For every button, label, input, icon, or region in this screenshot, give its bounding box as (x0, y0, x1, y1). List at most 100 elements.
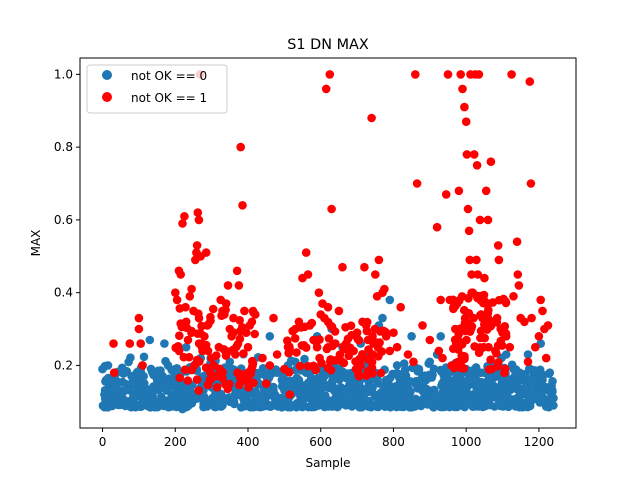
x-tick-label: 1000 (451, 435, 482, 449)
data-point-not-ok-1 (295, 361, 305, 371)
data-point-not-ok-0 (498, 390, 507, 399)
data-point-not-ok-1 (180, 212, 189, 221)
data-point-not-ok-0 (211, 402, 220, 412)
data-point-not-ok-1 (507, 70, 516, 79)
data-point-not-ok-1 (500, 322, 510, 331)
data-point-not-ok-0 (145, 335, 155, 345)
data-point-not-ok-1 (374, 255, 384, 265)
data-point-not-ok-0 (297, 383, 307, 393)
data-point-not-ok-0 (211, 390, 220, 399)
data-point-not-ok-0 (447, 393, 456, 403)
data-point-not-ok-1 (311, 365, 321, 375)
data-point-not-ok-1 (217, 370, 226, 380)
data-point-not-ok-1 (232, 266, 242, 276)
data-point-not-ok-1 (363, 367, 373, 376)
data-point-not-ok-0 (523, 397, 532, 406)
data-point-not-ok-1 (194, 215, 204, 225)
data-point-not-ok-0 (123, 401, 133, 410)
data-point-not-ok-0 (423, 400, 432, 409)
data-point-not-ok-1 (472, 161, 482, 170)
data-point-not-ok-1 (494, 358, 503, 367)
data-point-not-ok-0 (512, 393, 522, 403)
data-point-not-ok-0 (160, 339, 169, 348)
data-point-not-ok-1 (360, 262, 369, 272)
data-point-not-ok-0 (539, 395, 549, 405)
data-point-not-ok-0 (401, 364, 410, 374)
data-point-not-ok-0 (396, 383, 406, 392)
data-point-not-ok-1 (457, 340, 467, 349)
data-point-not-ok-1 (173, 342, 183, 351)
x-tick-label: 200 (164, 435, 187, 449)
data-point-not-ok-1 (380, 284, 389, 294)
data-point-not-ok-0 (178, 404, 187, 414)
data-point-not-ok-1 (185, 292, 195, 301)
data-point-not-ok-1 (247, 317, 257, 327)
x-axis-label: Sample (306, 456, 351, 470)
data-point-not-ok-1 (171, 288, 180, 298)
data-point-not-ok-1 (385, 346, 395, 356)
data-point-not-ok-0 (266, 401, 276, 410)
data-point-not-ok-1 (322, 344, 332, 354)
data-point-not-ok-0 (261, 394, 270, 404)
data-point-not-ok-1 (285, 343, 294, 353)
data-point-not-ok-1 (494, 255, 504, 265)
data-point-not-ok-0 (181, 342, 191, 352)
data-point-not-ok-1 (193, 208, 203, 217)
data-point-not-ok-1 (201, 340, 211, 350)
data-point-not-ok-0 (200, 397, 209, 407)
data-point-not-ok-1 (374, 352, 383, 361)
data-point-not-ok-1 (474, 70, 484, 79)
data-point-not-ok-1 (536, 295, 545, 305)
data-point-not-ok-0 (345, 372, 355, 381)
data-point-not-ok-1 (221, 299, 231, 308)
legend-box (86, 64, 228, 114)
data-point-not-ok-0 (414, 364, 424, 374)
data-point-not-ok-0 (120, 386, 129, 396)
axes-frame (79, 57, 577, 429)
data-point-not-ok-1 (541, 353, 551, 363)
data-point-not-ok-1 (239, 370, 249, 379)
data-point-not-ok-0 (381, 375, 391, 385)
data-point-not-ok-0 (469, 375, 478, 385)
data-point-not-ok-0 (156, 401, 165, 410)
data-point-not-ok-0 (437, 394, 446, 404)
data-point-not-ok-1 (480, 333, 490, 343)
data-point-not-ok-0 (452, 401, 461, 411)
data-point-not-ok-1 (330, 327, 340, 336)
data-point-not-ok-1 (175, 304, 185, 313)
data-point-not-ok-1 (109, 368, 119, 378)
data-point-not-ok-1 (321, 84, 331, 94)
data-point-not-ok-0 (520, 386, 529, 396)
data-point-not-ok-0 (411, 379, 420, 388)
data-point-not-ok-0 (527, 379, 536, 388)
data-point-not-ok-1 (513, 270, 523, 279)
data-point-not-ok-1 (534, 332, 544, 341)
data-point-not-ok-0 (337, 372, 346, 382)
data-point-not-ok-0 (157, 392, 166, 402)
data-point-not-ok-0 (549, 401, 558, 410)
data-point-not-ok-0 (399, 402, 409, 412)
data-point-not-ok-1 (187, 284, 196, 294)
data-point-not-ok-0 (101, 375, 111, 385)
data-point-not-ok-1 (326, 321, 335, 330)
data-point-not-ok-0 (153, 366, 163, 376)
data-point-not-ok-1 (292, 348, 301, 357)
data-point-not-ok-1 (512, 237, 522, 246)
data-point-not-ok-0 (298, 397, 307, 407)
data-point-not-ok-1 (403, 350, 413, 359)
data-point-not-ok-1 (177, 322, 187, 332)
data-point-not-ok-0 (483, 379, 493, 388)
data-point-not-ok-1 (379, 326, 388, 336)
data-point-not-ok-0 (459, 399, 468, 408)
data-point-not-ok-0 (324, 402, 333, 411)
data-point-not-ok-1 (312, 337, 321, 347)
data-point-not-ok-1 (234, 281, 244, 290)
data-point-not-ok-0 (421, 375, 431, 385)
data-point-not-ok-1 (469, 150, 479, 159)
data-point-not-ok-1 (371, 270, 380, 279)
data-point-not-ok-0 (407, 332, 416, 341)
data-point-not-ok-1 (235, 316, 244, 325)
data-point-not-ok-1 (460, 102, 469, 112)
y-tick-label: 0.8 (54, 140, 73, 154)
data-point-not-ok-1 (411, 70, 420, 79)
